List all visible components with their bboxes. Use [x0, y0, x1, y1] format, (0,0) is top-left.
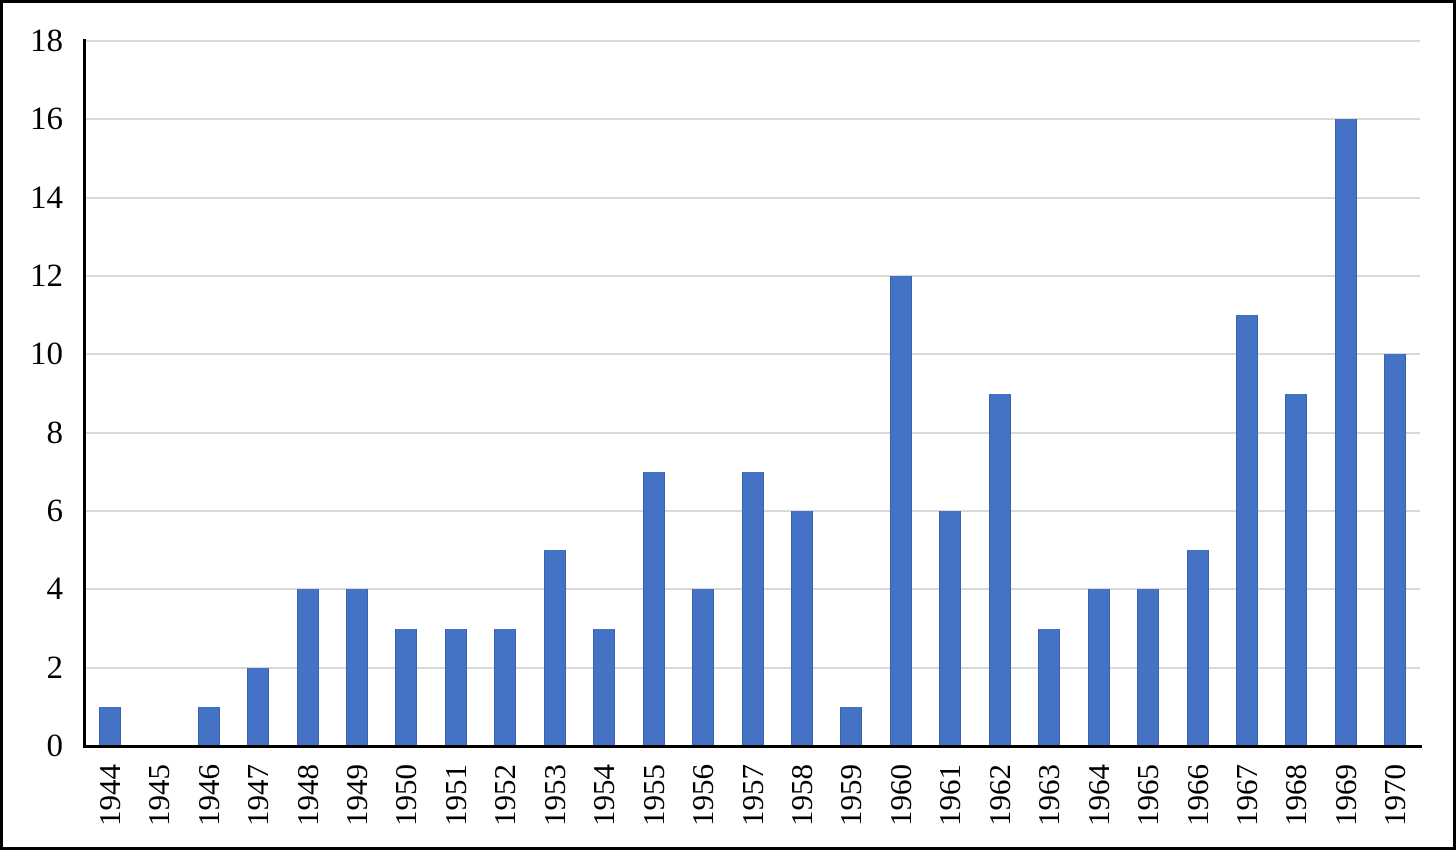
- bar-1954: [593, 628, 616, 746]
- x-axis-tick-label-1970: 1970: [1353, 753, 1437, 837]
- bar-1968: [1285, 393, 1308, 746]
- bar-1960: [889, 276, 912, 746]
- gridline-y-16: [85, 118, 1420, 121]
- x-axis-line: [83, 745, 1422, 748]
- bar-1966: [1186, 550, 1209, 746]
- bar-1948: [296, 589, 319, 746]
- bar-1958: [790, 511, 813, 746]
- bar-1970: [1384, 354, 1407, 746]
- bar-1951: [444, 628, 467, 746]
- bar-1961: [939, 511, 962, 746]
- bar-1946: [197, 706, 220, 746]
- gridline-y-8: [85, 431, 1420, 434]
- gridline-y-12: [85, 275, 1420, 277]
- bar-1963: [1038, 628, 1061, 746]
- y-axis-tick-label-0: 0: [46, 728, 64, 764]
- gridline-y-18: [85, 40, 1420, 42]
- bar-1956: [692, 589, 715, 746]
- y-axis-tick-label-10: 10: [30, 336, 63, 373]
- y-axis-tick-label-6: 6: [46, 493, 64, 529]
- y-axis-tick-label-8: 8: [46, 414, 64, 451]
- bar-1967: [1235, 315, 1258, 746]
- y-axis-tick-label-12: 12: [30, 258, 63, 294]
- y-axis-tick-label-4: 4: [46, 571, 64, 608]
- bar-1950: [395, 628, 418, 746]
- bar-1962: [988, 393, 1011, 746]
- bar-1952: [494, 628, 517, 746]
- x-axis-tick-text: 1970: [1377, 764, 1413, 826]
- bar-1949: [345, 589, 368, 746]
- bar-1965: [1137, 589, 1160, 746]
- y-axis-tick-label-18: 18: [30, 23, 63, 59]
- y-axis-tick-label-16: 16: [30, 101, 63, 138]
- bar-1953: [543, 550, 566, 746]
- y-axis-tick-label-2: 2: [46, 649, 64, 686]
- y-axis-tick-label-14: 14: [30, 179, 63, 216]
- bar-1959: [840, 706, 863, 746]
- bar-1955: [642, 471, 665, 746]
- bar-1969: [1334, 119, 1357, 746]
- gridline-y-10: [85, 353, 1420, 356]
- gridline-y-14: [85, 196, 1420, 199]
- bar-1944: [98, 706, 121, 746]
- bar-1957: [741, 471, 764, 746]
- bar-1964: [1087, 589, 1110, 746]
- bar-1947: [247, 667, 270, 746]
- y-axis-line: [83, 39, 86, 748]
